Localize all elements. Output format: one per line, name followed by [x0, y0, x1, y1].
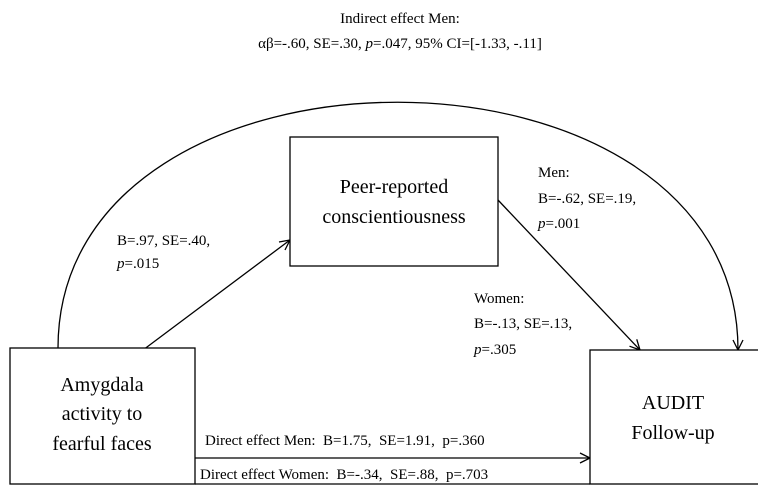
arrow-a: [142, 240, 290, 351]
node-box: [589, 349, 758, 485]
path-label: p=.015: [116, 256, 159, 272]
node-label: conscientiousness: [322, 206, 466, 228]
indirect-label: αβ=-.60, SE=.30, p=.047, 95% CI=[-1.33, …: [258, 36, 542, 52]
node-label: activity to: [62, 403, 143, 425]
arrow-b: [497, 199, 640, 350]
path-label: B=.97, SE=.40,: [117, 233, 210, 249]
node-box: [289, 136, 499, 267]
direct-label: Direct effect Men: B=1.75, SE=1.91, p=.3…: [205, 433, 485, 449]
path-label: B=-.62, SE=.19,: [538, 191, 636, 207]
direct-label: Direct effect Women: B=-.34, SE=.88, p=.…: [200, 467, 488, 483]
indirect-arc: [57, 101, 738, 350]
path-label: Men:: [538, 165, 570, 181]
node-box: [9, 347, 196, 485]
node-label: Amygdala: [60, 374, 143, 396]
path-label: p=.305: [473, 342, 516, 358]
node-label: AUDIT: [642, 392, 704, 414]
node-label: Peer-reported: [340, 176, 448, 198]
path-label: p=.001: [537, 216, 580, 232]
path-label: Women:: [474, 291, 524, 307]
node-label: Follow-up: [631, 422, 714, 444]
indirect-label: Indirect effect Men:: [340, 11, 460, 27]
path-label: B=-.13, SE=.13,: [474, 316, 572, 332]
node-label: fearful faces: [52, 433, 152, 455]
